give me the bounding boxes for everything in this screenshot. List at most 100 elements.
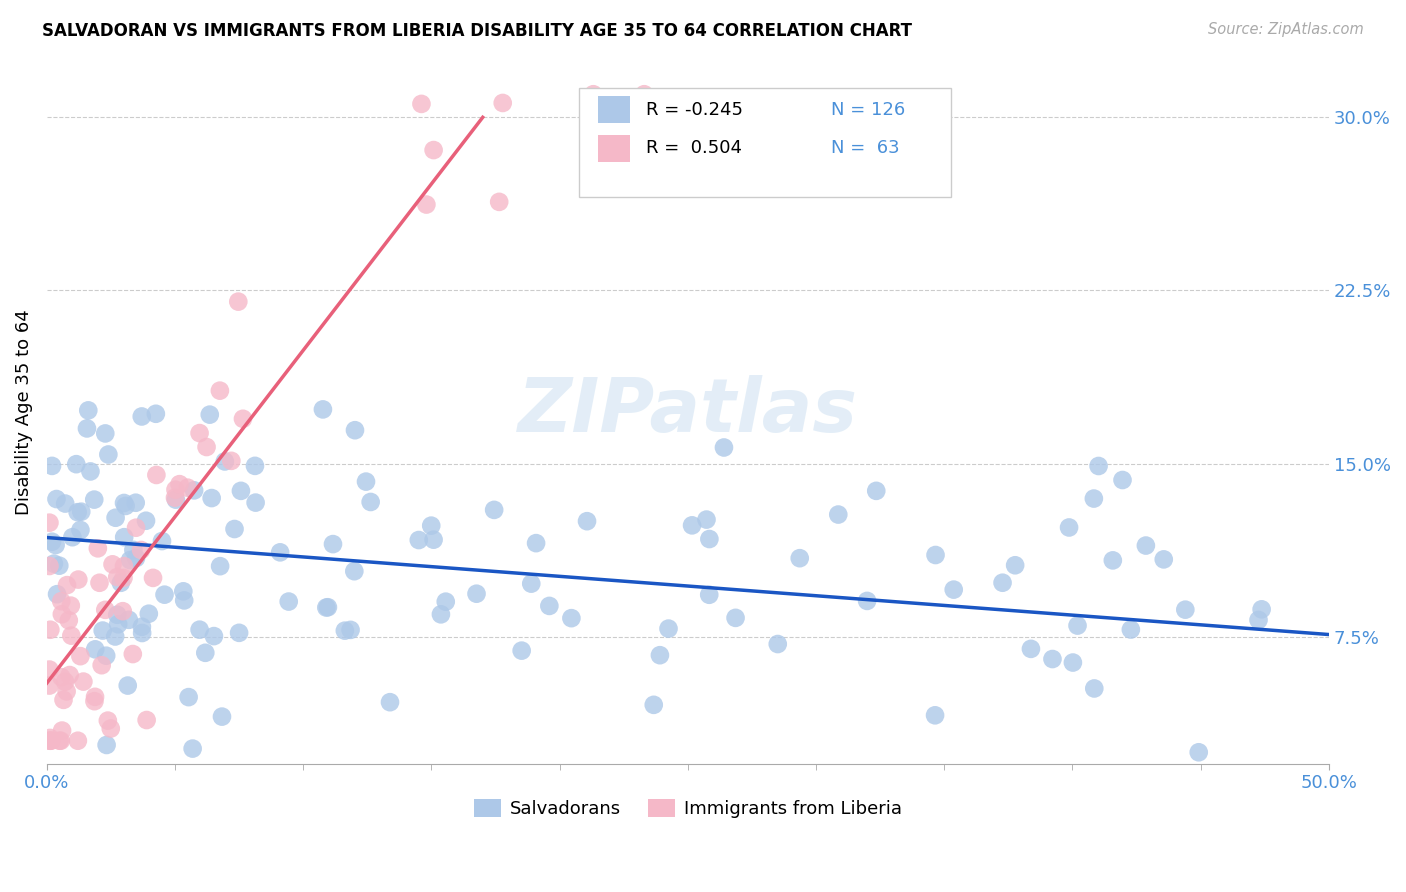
Point: [648, 648, 671, 663]
Point: [856, 594, 879, 608]
Point: [96, 648, 118, 663]
Point: [1247, 613, 1270, 627]
Point: [177, 690, 200, 705]
Point: [39, 731, 62, 745]
Point: [67, 573, 90, 587]
Point: [312, 402, 335, 417]
Point: [131, 409, 153, 424]
Point: [38, 559, 60, 574]
Point: [538, 599, 561, 613]
Point: [90, 658, 112, 673]
Point: [41, 534, 63, 549]
Point: [430, 607, 453, 622]
Point: [245, 495, 267, 509]
Point: [699, 532, 721, 546]
Point: [105, 607, 128, 622]
Point: [122, 542, 145, 557]
Point: [94, 603, 117, 617]
Point: [465, 587, 488, 601]
Point: [411, 96, 433, 111]
Point: [1004, 558, 1026, 573]
Point: [1174, 602, 1197, 616]
Point: [129, 543, 152, 558]
Point: [51, 594, 73, 608]
Point: [1066, 618, 1088, 632]
Point: [315, 600, 337, 615]
Point: [492, 95, 515, 110]
Point: [195, 440, 218, 454]
Point: [176, 481, 198, 495]
Point: [87, 541, 110, 556]
Point: [51, 723, 73, 738]
Point: [243, 458, 266, 473]
Y-axis label: Disability Age 35 to 64: Disability Age 35 to 64: [15, 309, 32, 515]
Point: [60, 530, 83, 544]
Point: [94, 426, 117, 441]
Point: [1111, 473, 1133, 487]
Point: [84, 642, 107, 657]
Point: [560, 611, 582, 625]
Point: [924, 708, 946, 723]
Point: [408, 533, 430, 547]
Point: [1119, 623, 1142, 637]
Point: [343, 564, 366, 578]
Point: [576, 514, 599, 528]
Point: [420, 518, 443, 533]
Point: [83, 492, 105, 507]
Point: [681, 518, 703, 533]
Point: [104, 630, 127, 644]
Point: [434, 595, 457, 609]
Point: [135, 713, 157, 727]
Point: [112, 559, 135, 574]
Point: [333, 624, 356, 638]
Point: [59, 668, 82, 682]
Point: [39, 623, 62, 637]
Point: [221, 454, 243, 468]
Text: SALVADORAN VS IMMIGRANTS FROM LIBERIA DISABILITY AGE 35 TO 64 CORRELATION CHART: SALVADORAN VS IMMIGRANTS FROM LIBERIA DI…: [42, 22, 912, 40]
Point: [924, 548, 946, 562]
Point: [1135, 539, 1157, 553]
Point: [45, 538, 67, 552]
Point: [125, 521, 148, 535]
Point: [145, 407, 167, 421]
Point: [138, 607, 160, 621]
Point: [991, 575, 1014, 590]
Point: [79, 465, 101, 479]
Point: [104, 510, 127, 524]
Point: [52, 693, 75, 707]
Point: [39, 733, 62, 747]
Point: [657, 622, 679, 636]
Text: Source: ZipAtlas.com: Source: ZipAtlas.com: [1208, 22, 1364, 37]
Point: [101, 558, 124, 572]
Point: [131, 620, 153, 634]
Point: [142, 571, 165, 585]
Point: [59, 599, 82, 613]
Point: [322, 537, 344, 551]
Point: [422, 533, 444, 547]
Point: [1101, 553, 1123, 567]
Point: [173, 593, 195, 607]
Point: [695, 513, 717, 527]
Point: [49, 733, 72, 747]
Point: [226, 294, 249, 309]
Point: [110, 575, 132, 590]
Point: [112, 530, 135, 544]
Point: [1083, 681, 1105, 696]
Point: [1057, 520, 1080, 534]
Point: [181, 741, 204, 756]
Point: [51, 607, 73, 622]
Point: [111, 604, 134, 618]
Point: [378, 695, 401, 709]
Point: [97, 714, 120, 728]
Point: [1153, 552, 1175, 566]
Point: [121, 647, 143, 661]
Point: [198, 408, 221, 422]
Point: [150, 534, 173, 549]
Text: ZIPatlas: ZIPatlas: [517, 376, 858, 448]
Point: [188, 623, 211, 637]
Point: [66, 505, 89, 519]
Point: [343, 423, 366, 437]
Point: [48, 558, 70, 573]
Point: [145, 467, 167, 482]
Point: [165, 492, 187, 507]
